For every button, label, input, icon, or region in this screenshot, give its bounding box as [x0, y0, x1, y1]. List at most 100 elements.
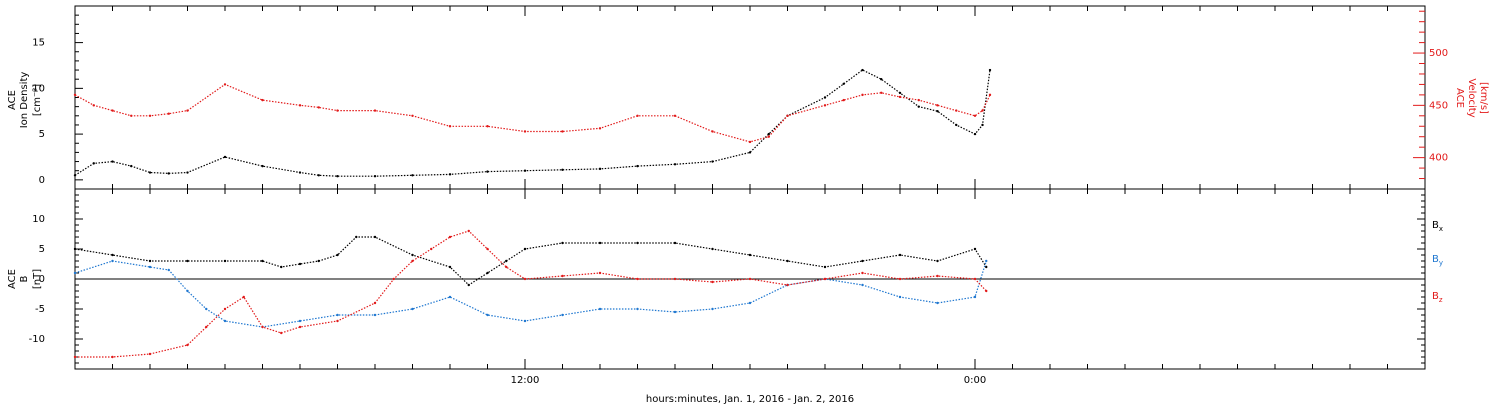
series-bz-point: [748, 277, 752, 281]
density-y-tick-label: 0: [39, 175, 45, 186]
series-velocity-point: [988, 93, 992, 97]
series-density-point: [973, 132, 977, 136]
series-velocity-point: [711, 130, 714, 133]
series-velocity-point: [73, 93, 77, 97]
series-by-point: [748, 301, 752, 305]
series-velocity-point: [411, 114, 414, 118]
b-axis-title-line1: ACE: [7, 269, 18, 289]
series-bx-point: [223, 259, 227, 263]
series-bz-point: [711, 280, 714, 284]
series-bx-point: [355, 235, 358, 239]
series-velocity-point: [861, 93, 864, 97]
series-by-point: [486, 313, 489, 317]
series-bz-point: [298, 325, 302, 329]
series-velocity-point: [111, 109, 114, 112]
series-velocity-point: [786, 114, 789, 118]
series-density-point: [842, 82, 845, 85]
series-bz-point: [111, 355, 114, 359]
series-bx-point: [486, 271, 489, 275]
series-by: [74, 260, 987, 328]
series-bz-point: [467, 229, 470, 233]
series-by-point: [711, 307, 714, 311]
series-bz-point: [973, 277, 977, 281]
series-density-point: [523, 169, 527, 172]
series-bz-point: [861, 271, 864, 275]
velocity-y-tick-label: 450: [1429, 100, 1448, 111]
series-density-point: [711, 160, 714, 163]
series-by-point: [373, 313, 377, 317]
density-axis-title-line2: Ion Density: [19, 72, 30, 129]
series-velocity-point: [748, 140, 752, 144]
series-bx-point: [898, 253, 902, 257]
series-bz-point: [448, 235, 452, 239]
b-y-tick-label: -10: [29, 334, 45, 345]
series-bz-point: [636, 277, 639, 281]
series-by-point: [205, 307, 208, 311]
series-density-point: [917, 105, 920, 108]
velocity-axis-title-line2: Velocity: [1466, 78, 1477, 117]
series-density: [74, 69, 991, 177]
series-by-point: [598, 307, 602, 311]
series-velocity-point: [298, 104, 302, 107]
series-velocity-point: [317, 106, 320, 109]
series-bz-point: [73, 355, 77, 359]
series-by-point: [448, 295, 452, 299]
series-density-point: [861, 68, 864, 72]
x-tick-label: 12:00: [511, 375, 540, 386]
series-bx-point: [261, 259, 264, 263]
series-bx-point: [673, 241, 677, 245]
legend-bz: Bz: [1432, 291, 1443, 304]
series-by-point: [336, 313, 339, 317]
series-bx-point: [973, 247, 977, 251]
series-velocity-point: [261, 98, 264, 102]
legend-by: By: [1432, 254, 1443, 267]
series-density-point: [988, 68, 992, 72]
series-density-point: [636, 164, 639, 168]
series-density-point: [448, 173, 452, 176]
series-bx-point: [523, 247, 527, 251]
series-velocity-point: [673, 114, 677, 118]
series-bz-point: [392, 277, 395, 281]
series-density-point: [981, 123, 984, 127]
series-velocity-point: [186, 109, 189, 112]
series-by-point: [523, 319, 527, 323]
series-bx-point: [936, 259, 939, 263]
series-bx-point: [317, 259, 320, 263]
series-velocity-point: [486, 125, 489, 128]
series-velocity-point: [636, 114, 639, 118]
legend-bx: Bx: [1432, 220, 1443, 233]
series-velocity-point: [336, 109, 339, 112]
series-density-point: [111, 160, 114, 163]
series-density-point: [298, 171, 302, 174]
series-velocity-point: [880, 91, 883, 94]
series-by-point: [167, 268, 170, 272]
series-density-point: [561, 168, 564, 171]
series-bx-point: [448, 265, 452, 269]
series-density-point: [748, 151, 752, 154]
x-tick-label: 0:00: [964, 375, 986, 386]
series-bx-point: [561, 241, 564, 245]
series-velocity-point: [561, 130, 564, 133]
series-density-point: [673, 163, 677, 166]
series-by-point: [936, 301, 939, 305]
series-by-point: [985, 259, 988, 263]
series-density-point: [936, 110, 939, 113]
series-velocity-point: [973, 114, 977, 118]
series-velocity-point: [148, 114, 152, 118]
velocity-y-tick-label: 500: [1429, 48, 1448, 59]
series-density-point: [223, 155, 227, 159]
velocity-y-tick-label: 400: [1429, 153, 1448, 164]
series-by-point: [186, 289, 189, 293]
velocity-axis-title-line3: [km/s]: [1478, 82, 1489, 114]
x-axis-title: hours:minutes, Jan. 1, 2016 - Jan. 2, 20…: [645, 394, 855, 405]
series-by-point: [973, 295, 977, 299]
series-bx-point: [748, 253, 752, 257]
series-bz-point: [936, 274, 939, 278]
series-density-point: [823, 96, 827, 99]
series-density-point: [411, 174, 414, 177]
velocity-axis-title-line1: ACE: [1454, 88, 1465, 108]
b-y-tick-label: 0: [39, 274, 45, 285]
series-bz-point: [561, 274, 564, 278]
series-bx-point: [411, 253, 414, 257]
